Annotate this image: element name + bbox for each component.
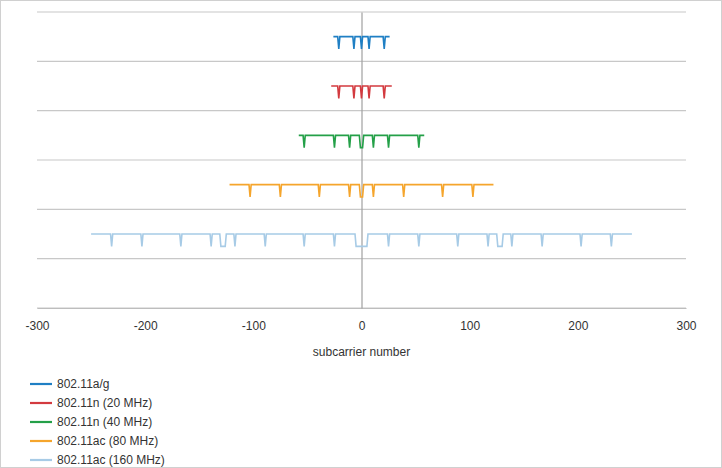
legend-swatch: [30, 383, 52, 385]
chart-frame: [1, 1, 722, 468]
x-tick-label: -100: [242, 319, 266, 333]
legend-swatch: [30, 421, 52, 423]
grid: [37, 12, 686, 308]
legend-label: 802.11n (20 MHz): [57, 396, 152, 410]
legend: 802.11a/g 802.11n (20 MHz) 802.11n (40 MHz…: [30, 377, 165, 467]
x-axis-title: subcarrier number: [313, 345, 410, 359]
legend-swatch: [30, 402, 52, 404]
legend-label: 802.11ac (160 MHz): [57, 453, 165, 467]
x-tick: 300: [676, 308, 696, 333]
x-tick: 200: [568, 308, 588, 333]
series-line: [230, 185, 494, 197]
x-tick-label: 200: [568, 319, 588, 333]
y-axis: [361, 13, 363, 309]
legend-label: 802.11ac (80 MHz): [57, 434, 158, 448]
chart: -300 -200 -100 0 100 200 300 subcarrier number 8…: [0, 0, 722, 468]
series-line: [91, 234, 632, 246]
x-tick: -200: [134, 308, 158, 333]
series-line: [331, 86, 392, 98]
x-tick: 0: [359, 308, 366, 333]
x-tick: -300: [25, 308, 49, 333]
legend-label: 802.11n (40 MHz): [57, 415, 152, 429]
legend-label: 802.11a/g: [57, 377, 110, 391]
plot-area: [91, 37, 632, 247]
y-axis-line: [361, 13, 362, 309]
series-line: [333, 37, 389, 49]
x-tick: 100: [460, 308, 480, 333]
x-tick-label: -300: [25, 319, 49, 333]
legend-swatch: [30, 459, 52, 461]
x-tick-label: 300: [676, 319, 696, 333]
x-tick-label: 0: [359, 319, 366, 333]
x-axis: -300 -200 -100 0 100 200 300: [25, 308, 696, 333]
x-tick-label: -200: [134, 319, 158, 333]
x-tick-label: 100: [460, 319, 480, 333]
grid-line: [37, 11, 686, 12]
series-line: [299, 135, 424, 147]
legend-swatch: [30, 440, 52, 442]
x-tick: -100: [242, 308, 266, 333]
